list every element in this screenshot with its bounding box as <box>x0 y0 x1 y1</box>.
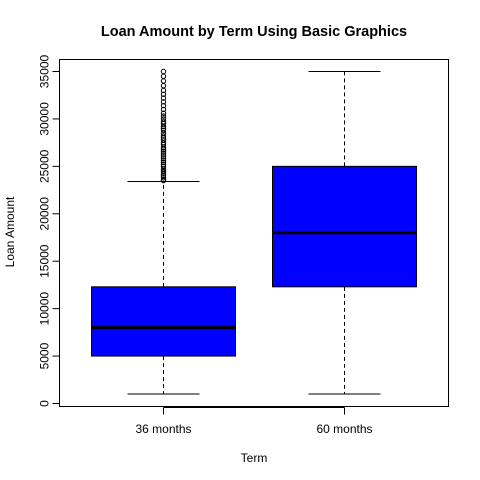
outlier-point <box>160 83 167 89</box>
outlier-point <box>160 157 167 164</box>
y-axis-label: Loan Amount <box>3 196 17 267</box>
box-2 <box>272 165 417 288</box>
outlier-point <box>160 102 167 109</box>
outlier-point <box>160 68 167 75</box>
outlier-point <box>160 119 167 125</box>
outlier-point <box>160 152 167 158</box>
y-tick-label: 30000 <box>38 102 52 136</box>
outlier-point <box>160 156 167 162</box>
outlier-point <box>160 110 167 116</box>
outlier-point <box>160 137 167 143</box>
outlier-point <box>160 150 167 156</box>
outlier-point <box>160 161 167 168</box>
outlier-point <box>160 133 167 139</box>
y-tick-label: 0 <box>38 400 52 407</box>
outlier-point <box>160 116 167 122</box>
outlier-point <box>160 148 167 154</box>
y-tick-label: 25000 <box>38 149 52 183</box>
outlier-point <box>160 106 167 113</box>
outlier-point <box>160 99 167 105</box>
outlier-point <box>160 163 167 170</box>
y-tick-label: 15000 <box>38 244 52 278</box>
outlier-point <box>160 176 167 183</box>
outlier-point <box>160 73 167 79</box>
y-tick-label: 35000 <box>38 54 52 88</box>
x-tick-label: 60 months <box>316 422 372 436</box>
y-tick-label: 20000 <box>38 197 52 231</box>
chart-marks: 0 5000 10000 15000 20000 25000 30000 35000 36 mo… <box>38 54 417 436</box>
outlier-point <box>160 78 167 84</box>
x-tick-label: 36 months <box>135 422 191 436</box>
outlier-point <box>160 91 167 97</box>
chart-title: Loan Amount by Term Using Basic Graphics <box>101 24 407 40</box>
outlier-point <box>160 127 167 134</box>
y-tick-label: 5000 <box>38 342 52 369</box>
outlier-point <box>160 154 167 160</box>
outlier-point <box>160 175 167 181</box>
outlier-point <box>160 95 167 101</box>
y-tick-label: 10000 <box>38 292 52 326</box>
box-1 <box>91 286 236 357</box>
outlier-point <box>160 113 167 119</box>
outlier-point <box>160 159 167 166</box>
x-axis-label: Term <box>241 451 268 465</box>
